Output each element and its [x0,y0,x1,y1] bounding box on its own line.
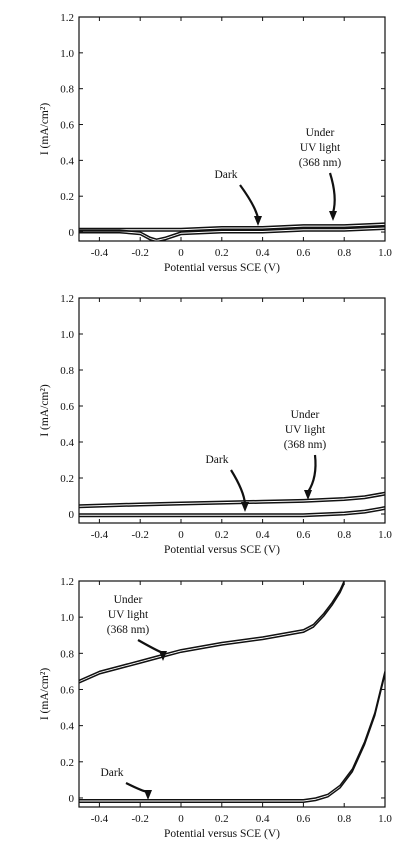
y-tick-label: 0.4 [60,437,74,449]
y-tick-label: 1.2 [60,293,74,305]
annotation-arrowhead [241,502,249,512]
x-tick-label: 1.0 [378,813,392,825]
annotation-arrowhead [304,490,312,500]
x-tick-label: 0.6 [297,529,311,541]
series-uv-return-curve [79,494,385,509]
x-tick-label: 0.8 [337,529,351,541]
x-tick-label: 1.0 [378,247,392,259]
x-tick-label: -0.2 [131,529,148,541]
annotation-arrowhead [159,651,167,661]
x-tick-label: 0.6 [297,247,311,259]
x-tick-label: 0.8 [337,247,351,259]
x-tick-label: 0 [178,247,184,259]
annotation-arrowhead [329,211,337,221]
plot-frame [78,16,386,242]
annotation-arrowhead [144,790,152,800]
x-tick-label: -0.4 [91,813,109,825]
y-tick-label: 0.2 [60,473,74,485]
chart-panel-3: -0.4 -0.2 0 0.2 0.4 0.6 0.8 1.0 0 0.2 0.4 0.6 0.8 1.0… [39,576,392,840]
annotation-label: UV light [285,424,326,436]
x-tick-label: -0.4 [91,247,109,259]
y-tick-label: 0.4 [60,155,74,167]
x-tick-label: 0.2 [215,813,229,825]
y-tick-label: 1.0 [60,48,74,60]
series-uv-curve [79,491,385,506]
plot-frame [78,580,386,808]
x-tick-label: 0 [178,529,184,541]
annotation-label: Under [306,127,335,139]
x-tick-label: 0 [178,813,184,825]
annotation-arrow [328,172,336,214]
annotation-label: Under [114,594,143,606]
x-tick-label: -0.2 [131,247,148,259]
y-axis-title: I (mA/cm²) [39,668,51,720]
y-tick-label: 0.8 [60,648,74,660]
series-uv-return-curve [79,224,385,232]
x-axis-title: Potential versus SCE (V) [164,544,280,556]
x-tick-label: 0.4 [256,813,270,825]
annotation-label: Dark [206,454,229,466]
y-tick-label: 0.8 [60,365,74,377]
y-tick-label: 1.2 [60,12,74,24]
annotation-label: Dark [215,169,238,181]
y-tick-label: 0.6 [60,120,74,132]
y-tick-label: 0.4 [60,721,74,733]
annotation-label: UV light [300,142,341,154]
annotation-label: Under [291,409,320,421]
x-tick-label: 1.0 [378,529,392,541]
y-tick-label: 0.2 [60,191,74,203]
annotation-label: (368 nm) [107,624,150,636]
y-tick-label: 0.2 [60,757,74,769]
chart-panel-2: -0.4 -0.2 0 0.2 0.4 0.6 0.8 1.0 0 0.2 0.4 0.6 0.8 1.0… [39,293,392,556]
y-tick-label: 1.0 [60,612,74,624]
annotation-label: (368 nm) [284,439,327,451]
series-dark-curve [79,506,385,515]
x-axis-title: Potential versus SCE (V) [164,828,280,840]
y-tick-label: 0 [69,227,75,239]
x-axis-title: Potential versus SCE (V) [164,262,280,274]
series-uv-return-curve [79,583,345,684]
annotation-label: Dark [101,767,124,779]
y-tick-label: 0 [69,509,75,521]
annotation-arrowhead [254,216,262,226]
annotation-arrow [307,454,317,493]
series-dark-return-curve [79,508,385,518]
series-dark-return-curve [79,673,385,804]
annotation-arrow [230,469,247,505]
x-tick-label: 0.8 [337,813,351,825]
chart-panel-1: -0.4 -0.2 0 0.2 0.4 0.6 0.8 1.0 0 0.2 0.4 0.6 0.8 1.0… [39,12,392,274]
x-tick-label: -0.4 [91,529,109,541]
x-tick-label: 0.4 [256,529,270,541]
y-axis-title: I (mA/cm²) [39,103,51,155]
x-tick-label: 0.4 [256,247,270,259]
x-tick-label: 0.2 [215,529,229,541]
annotation-arrow [239,184,260,219]
plot-frame [78,297,386,524]
y-tick-label: 1.0 [60,329,74,341]
x-tick-label: 0.2 [215,247,229,259]
annotation-label: UV light [108,609,149,621]
series-dark-curve [79,671,385,801]
x-tick-label: -0.2 [131,813,148,825]
series-dark-return-curve [79,228,385,241]
y-tick-label: 0.8 [60,84,74,96]
series-uv-curve [79,581,345,682]
y-tick-label: 1.2 [60,576,74,588]
y-axis-title: I (mA/cm²) [39,384,51,436]
y-tick-label: 0 [69,793,75,805]
series-uv-curve [79,222,385,230]
annotation-label: (368 nm) [299,157,342,169]
y-tick-label: 0.6 [60,684,74,696]
y-tick-label: 0.6 [60,401,74,413]
x-tick-label: 0.6 [297,813,311,825]
